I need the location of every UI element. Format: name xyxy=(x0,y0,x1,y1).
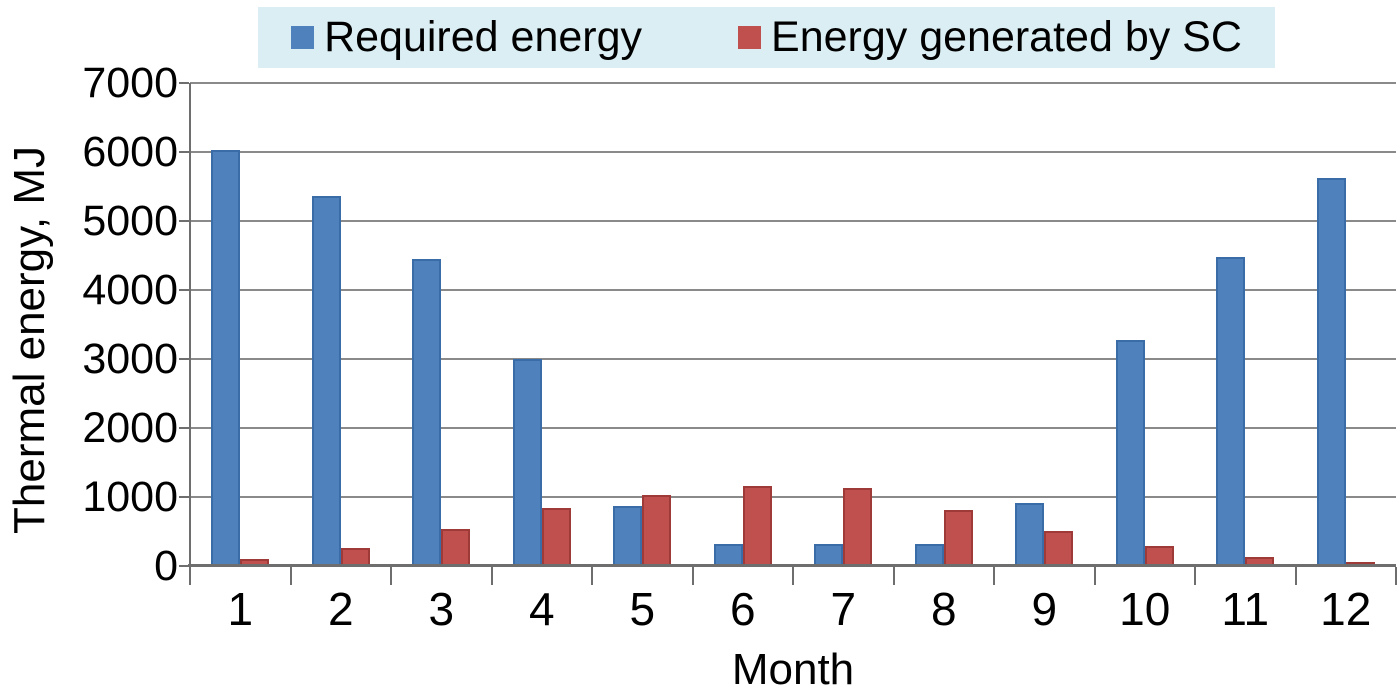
bar-required-energy-month-3 xyxy=(412,258,442,566)
y-tick-4000 xyxy=(179,289,189,291)
x-tick-2 xyxy=(390,567,392,585)
y-tick-label-4000: 4000 xyxy=(82,266,178,314)
x-tick-1 xyxy=(289,567,292,585)
x-tick-3 xyxy=(490,567,493,585)
bar-required-energy-month-10 xyxy=(1115,339,1145,566)
bar-required-energy-month-5 xyxy=(613,505,643,566)
y-tick-0 xyxy=(179,565,189,567)
y-tick-label-1000: 1000 xyxy=(82,473,178,521)
y-tick-3000 xyxy=(179,358,189,360)
bar-energy-generated-by-sc-month-8 xyxy=(943,510,973,566)
bar-energy-generated-by-sc-month-7 xyxy=(843,488,873,566)
x-tick-5 xyxy=(691,567,694,585)
bar-energy-generated-by-sc-month-6 xyxy=(742,485,772,566)
gridline-7000 xyxy=(190,82,1396,84)
y-tick-label-0: 0 xyxy=(154,542,178,590)
gridline-3000 xyxy=(190,358,1396,360)
bar-required-energy-month-11 xyxy=(1216,256,1246,566)
x-axis-line xyxy=(188,564,1396,567)
x-tick-label-11: 11 xyxy=(1221,583,1270,635)
legend-label-required-energy: Required energy xyxy=(324,13,643,61)
gridline-1000 xyxy=(190,496,1396,498)
x-tick-label-2: 2 xyxy=(327,583,354,635)
bar-required-energy-month-8 xyxy=(914,543,944,566)
bar-energy-generated-by-sc-month-9 xyxy=(1044,530,1074,566)
legend-item-required-energy: Required energy xyxy=(291,16,642,59)
y-axis-line xyxy=(189,83,191,566)
y-tick-label-3000: 3000 xyxy=(82,335,178,383)
bar-energy-generated-by-sc-month-11 xyxy=(1245,557,1275,566)
gridline-2000 xyxy=(190,427,1396,429)
x-tick-label-5: 5 xyxy=(629,583,656,635)
x-tick-label-9: 9 xyxy=(1031,583,1058,635)
x-tick-0 xyxy=(189,567,191,585)
y-tick-7000 xyxy=(179,82,189,84)
x-tick-4 xyxy=(591,567,593,585)
y-tick-6000 xyxy=(179,151,189,153)
x-tick-7 xyxy=(892,567,895,585)
bar-energy-generated-by-sc-month-2 xyxy=(340,548,370,566)
bar-energy-generated-by-sc-month-5 xyxy=(642,494,672,566)
y-tick-label-7000: 7000 xyxy=(82,59,178,107)
x-tick-9 xyxy=(1093,567,1096,585)
y-tick-label-5000: 5000 xyxy=(82,197,178,245)
x-tick-label-8: 8 xyxy=(930,583,957,635)
x-tick-label-10: 10 xyxy=(1119,583,1171,635)
x-axis-title: Month xyxy=(731,645,855,688)
bar-energy-generated-by-sc-month-1 xyxy=(240,559,270,566)
bar-energy-generated-by-sc-month-3 xyxy=(441,528,471,566)
y-tick-5000 xyxy=(179,220,189,222)
x-tick-label-4: 4 xyxy=(528,583,555,635)
bar-required-energy-month-6 xyxy=(713,543,743,566)
bar-required-energy-month-7 xyxy=(814,543,844,566)
x-tick-10 xyxy=(1194,567,1196,585)
bar-required-energy-month-2 xyxy=(311,196,341,566)
plot-area xyxy=(179,82,1397,585)
bar-energy-generated-by-sc-month-4 xyxy=(541,508,571,566)
gridline-4000 xyxy=(190,289,1396,291)
x-tick-11 xyxy=(1294,567,1297,585)
legend-swatch-required-energy xyxy=(291,26,315,49)
x-tick-12 xyxy=(1395,567,1397,585)
legend-label-energy-generated-by-sc: Energy generated by SC xyxy=(771,13,1242,61)
bar-energy-generated-by-sc-month-10 xyxy=(1144,546,1174,566)
x-tick-label-7: 7 xyxy=(830,583,857,635)
bar-required-energy-month-1 xyxy=(211,149,241,566)
y-tick-1000 xyxy=(179,496,189,498)
y-tick-2000 xyxy=(179,427,189,429)
x-tick-6 xyxy=(792,567,794,585)
legend-item-energy-generated-by-sc: Energy generated by SC xyxy=(738,16,1242,59)
x-tick-label-12: 12 xyxy=(1320,583,1372,635)
bar-required-energy-month-9 xyxy=(1015,503,1045,566)
x-tick-8 xyxy=(993,567,995,585)
gridline-6000 xyxy=(190,151,1396,153)
x-tick-label-1: 1 xyxy=(227,583,254,635)
x-tick-label-6: 6 xyxy=(729,583,756,635)
y-tick-label-6000: 6000 xyxy=(82,128,178,176)
bar-required-energy-month-4 xyxy=(512,359,542,566)
chart-legend: Required energy Energy generated by SC xyxy=(258,7,1275,68)
gridline-5000 xyxy=(190,220,1396,222)
legend-swatch-energy-generated-by-sc xyxy=(738,26,762,49)
x-tick-label-3: 3 xyxy=(428,583,455,635)
bar-required-energy-month-12 xyxy=(1316,178,1346,566)
bar-energy-generated-by-sc-month-12 xyxy=(1345,561,1375,566)
y-tick-label-2000: 2000 xyxy=(82,404,178,452)
